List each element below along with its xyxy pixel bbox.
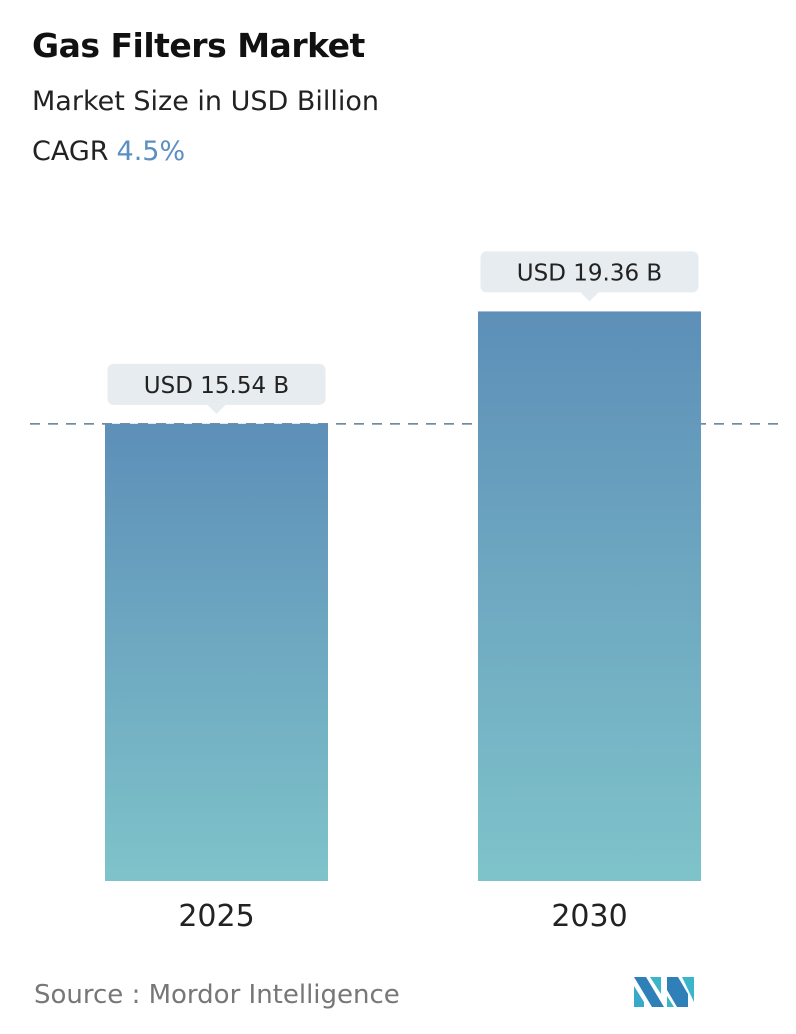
data-label-2030: USD 19.36 B — [517, 260, 662, 286]
x-tick-label-2030: 2030 — [551, 899, 627, 934]
data-label-box-2025 — [107, 363, 326, 405]
cagr-label: CAGR — [32, 136, 109, 167]
chart-subtitle: Market Size in USD Billion — [32, 86, 380, 117]
chart-title: Gas Filters Market — [32, 26, 365, 65]
bar-2030 — [478, 311, 701, 881]
data-label-pointer-2030 — [580, 292, 599, 302]
source-text: Source : Mordor Intelligence — [34, 980, 400, 1010]
cagr: CAGR 4.5% — [32, 136, 185, 167]
cagr-value: 4.5% — [116, 136, 186, 167]
data-label-2025: USD 15.54 B — [144, 373, 289, 399]
data-label-pointer-2025 — [207, 404, 226, 414]
bar-2025 — [105, 423, 328, 881]
mordor-logo-icon — [634, 977, 694, 1007]
x-tick-label-2025: 2025 — [178, 899, 254, 934]
data-label-box-2030 — [480, 251, 699, 293]
